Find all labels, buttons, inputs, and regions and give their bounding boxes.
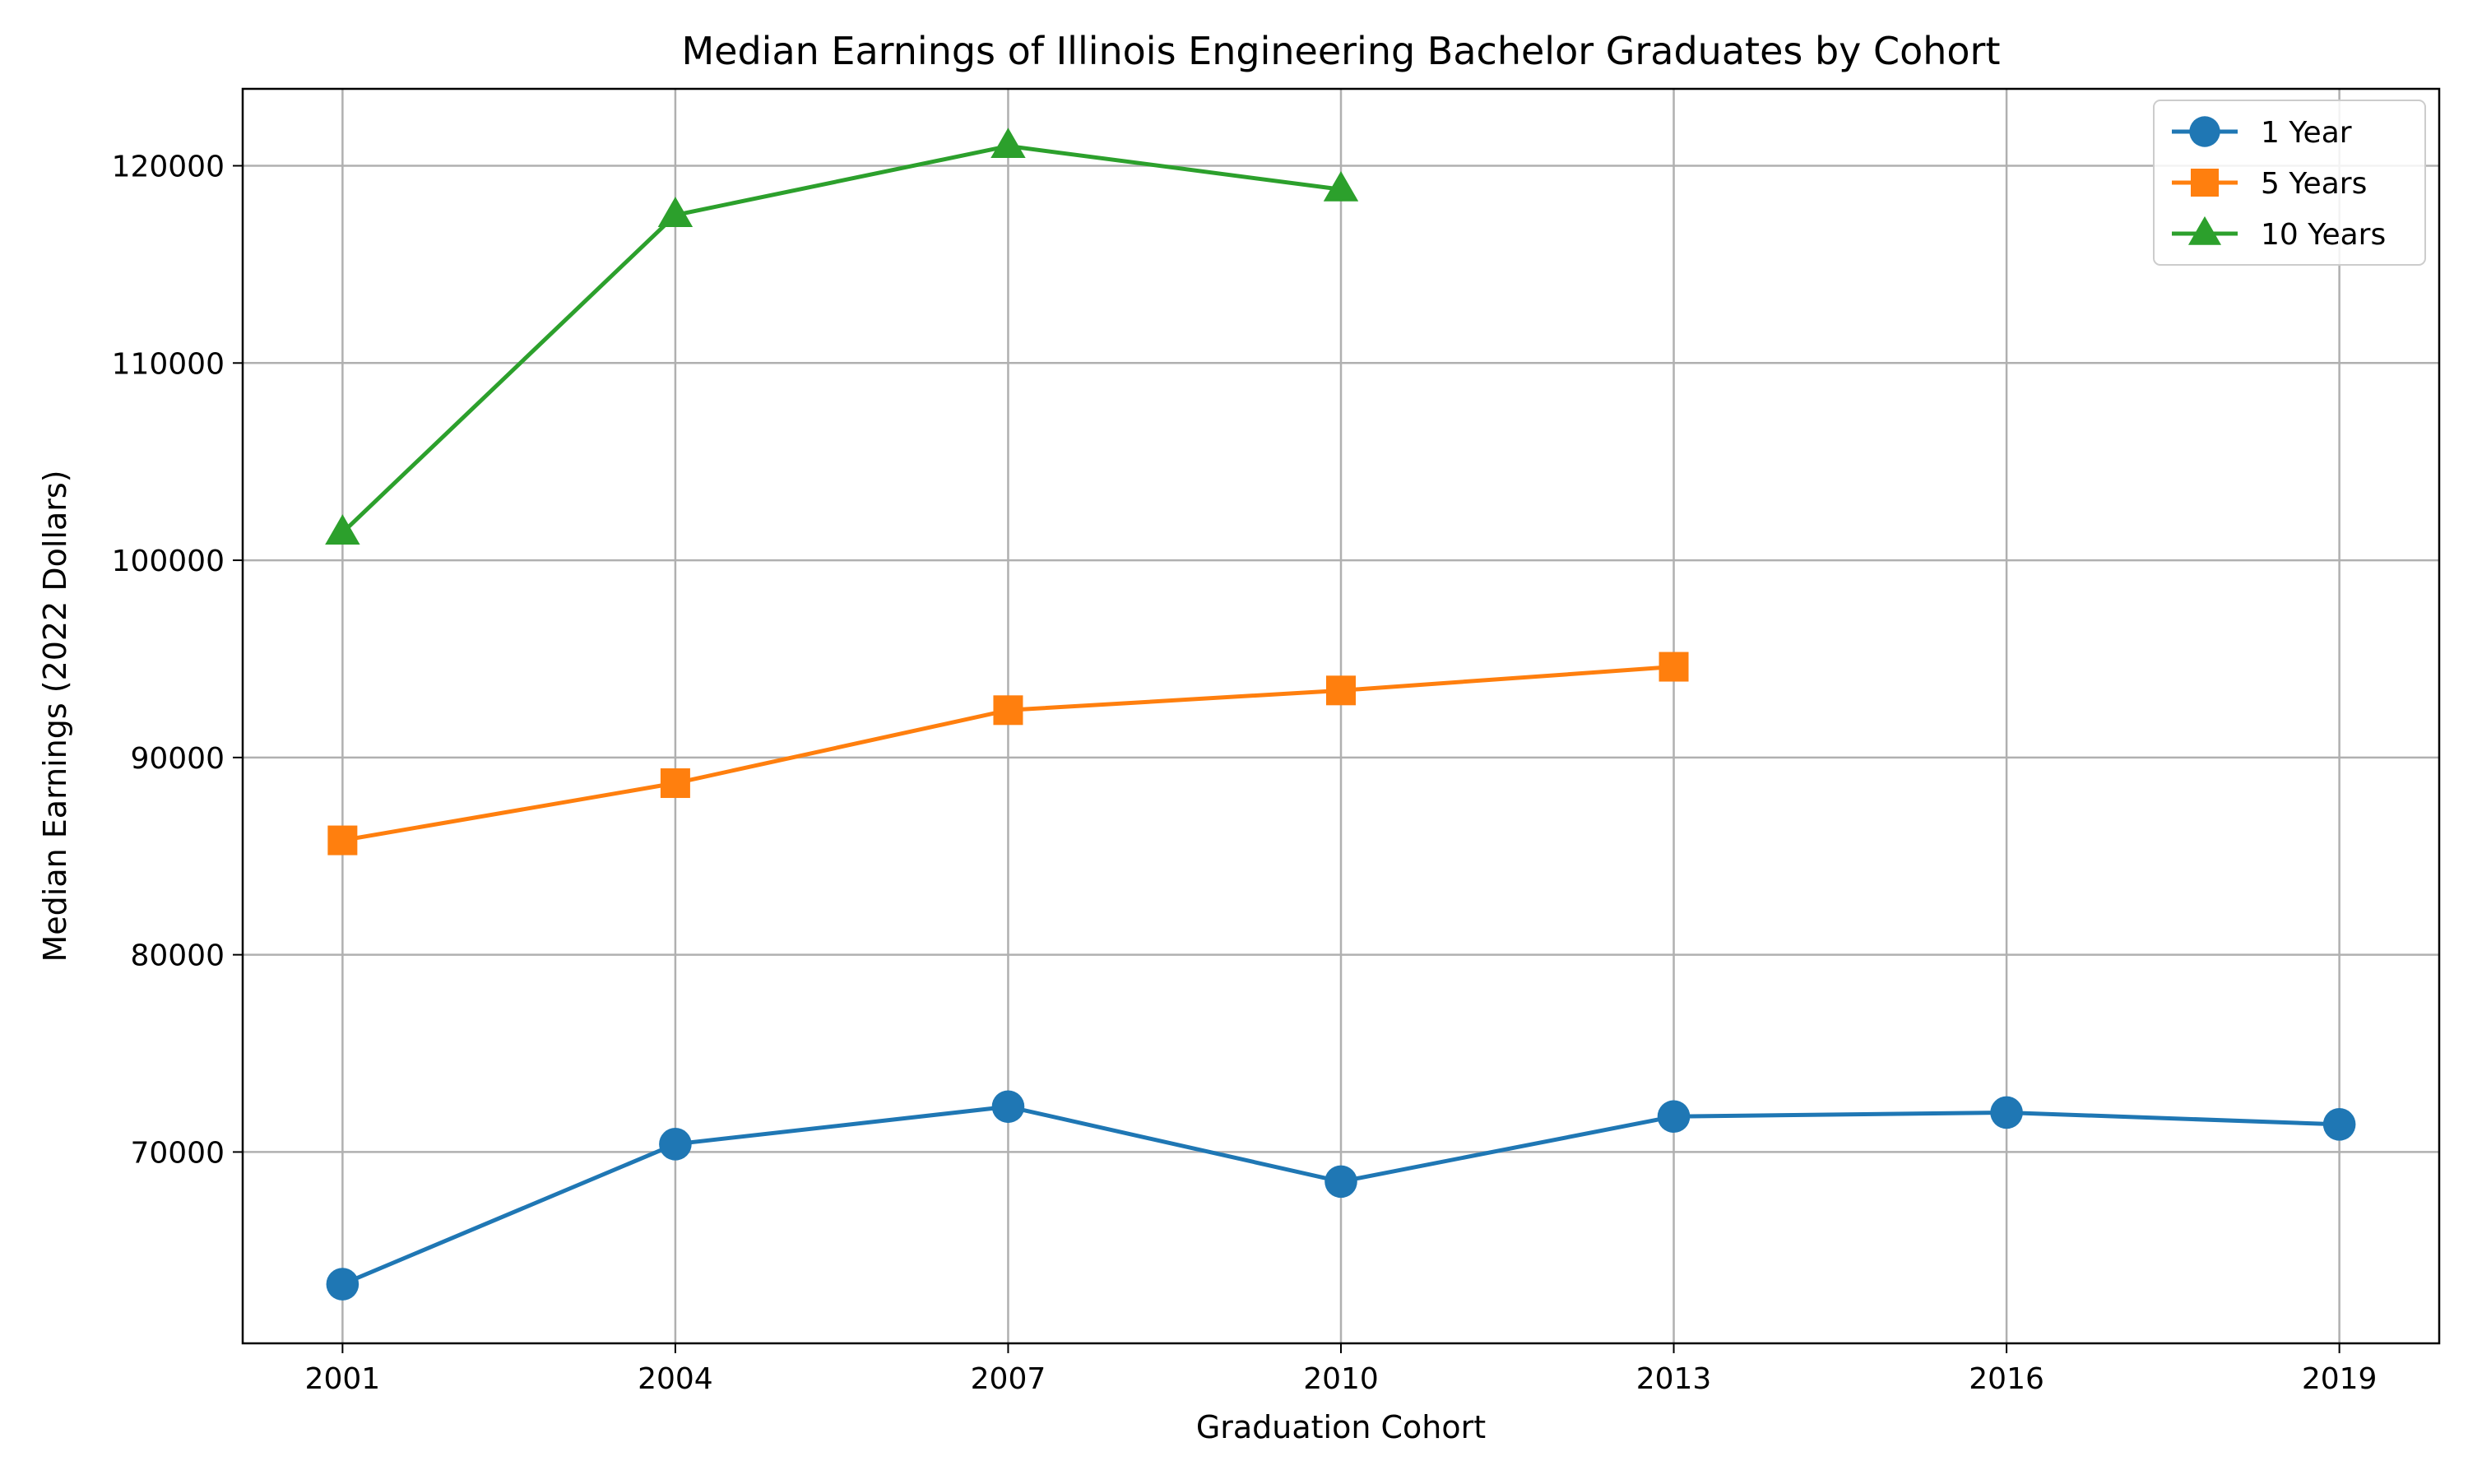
legend-label: 10 Years xyxy=(2261,218,2386,252)
legend-marker xyxy=(2189,116,2220,147)
data-point xyxy=(993,695,1023,726)
legend-marker xyxy=(2191,169,2219,197)
chart-title: Median Earnings of Illinois Engineering … xyxy=(681,29,2000,73)
data-point xyxy=(657,197,694,227)
data-point xyxy=(2322,1108,2356,1141)
x-tick-label: 2013 xyxy=(1636,1362,1712,1396)
x-tick-label: 2001 xyxy=(305,1362,381,1396)
data-point xyxy=(1657,1100,1691,1134)
data-point xyxy=(990,128,1026,159)
x-tick-label: 2016 xyxy=(1969,1362,2044,1396)
data-point xyxy=(1990,1096,2023,1129)
x-axis-label: Graduation Cohort xyxy=(1196,1409,1486,1445)
data-point xyxy=(1324,1165,1357,1199)
series-2 xyxy=(327,652,1689,856)
data-point xyxy=(325,514,360,545)
data-point xyxy=(327,825,358,856)
data-point xyxy=(1326,675,1356,706)
series-3 xyxy=(325,128,1359,545)
y-tick-label: 80000 xyxy=(130,939,225,973)
x-tick-label: 2010 xyxy=(1303,1362,1379,1396)
data-point xyxy=(991,1090,1025,1124)
legend-label: 1 Year xyxy=(2261,116,2352,150)
y-tick-label: 110000 xyxy=(112,347,225,381)
data-point xyxy=(1658,652,1689,682)
data-point xyxy=(659,1128,692,1161)
y-tick-label: 70000 xyxy=(130,1136,225,1170)
data-point xyxy=(326,1268,360,1301)
data-point xyxy=(660,768,690,799)
x-tick-label: 2004 xyxy=(638,1362,713,1396)
series-line xyxy=(341,144,1342,535)
y-tick-label: 100000 xyxy=(112,545,225,578)
x-tick-label: 2007 xyxy=(971,1362,1046,1396)
legend-marker xyxy=(2187,216,2222,245)
y-tick-label: 90000 xyxy=(130,742,225,776)
legend-box xyxy=(2153,100,2426,266)
legend: 1 Year 5 Years 10 Years xyxy=(2153,100,2426,266)
y-axis-label: Median Earnings (2022 Dollars) xyxy=(37,470,73,962)
data-point xyxy=(1323,170,1359,202)
x-tick-label: 2019 xyxy=(2302,1362,2378,1396)
y-tick-label: 120000 xyxy=(112,151,225,184)
series-1 xyxy=(326,1090,2356,1301)
legend-label: 5 Years xyxy=(2261,167,2367,201)
